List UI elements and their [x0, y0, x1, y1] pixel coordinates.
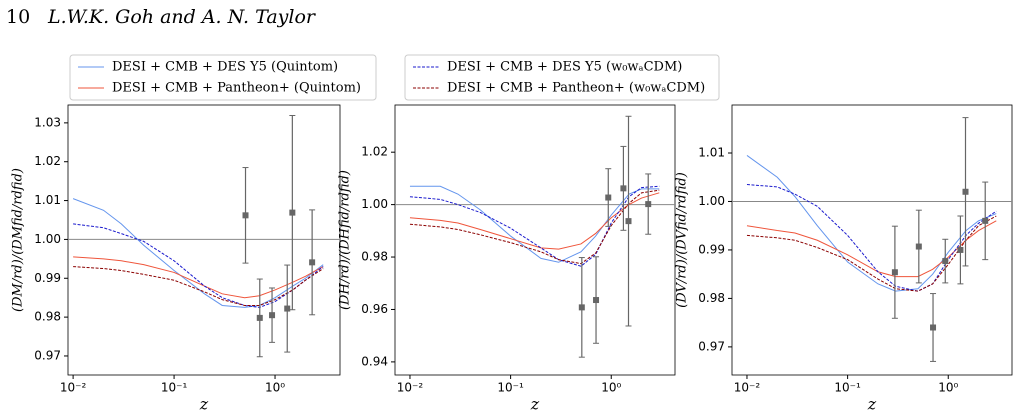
legend-label: DESI + CMB + DES Y5 (w₀wₐCDM): [447, 60, 682, 75]
y-axis-label: (DH/rd)/(DHfid/rdfid): [338, 170, 353, 310]
y-tick-label: 1.03: [34, 115, 61, 129]
data-point: [625, 218, 632, 225]
data-point: [645, 201, 652, 208]
x-tick-label: 10⁻¹: [497, 381, 524, 395]
data-point: [605, 194, 612, 201]
data-point: [942, 258, 949, 265]
model-curve: [72, 198, 324, 308]
y-tick-label: 0.96: [361, 302, 388, 316]
y-axis-label: (DV/rd)/(DVfid/rdfid): [675, 172, 690, 308]
x-tick-label: 10⁻²: [60, 381, 87, 395]
y-tick-label: 0.94: [361, 354, 388, 368]
data-point: [256, 314, 263, 321]
data-point: [242, 212, 249, 219]
data-point: [962, 188, 969, 195]
x-axis-label: z: [530, 395, 540, 412]
y-axis-label: (DM/rd)/(DMfid/rdfid): [11, 168, 26, 312]
model-curve: [73, 266, 324, 306]
y-tick-label: 0.98: [698, 291, 725, 305]
x-tick-label: 10⁻¹: [834, 381, 861, 395]
y-tick-label: 0.97: [34, 348, 61, 362]
x-tick-label: 10⁰: [601, 381, 621, 395]
y-tick-label: 1.01: [34, 193, 61, 207]
y-tick-label: 1.00: [361, 197, 388, 211]
legend-box: [69, 54, 377, 101]
model-curve: [746, 155, 997, 292]
model-curve: [73, 223, 324, 308]
data-point: [915, 243, 922, 250]
data-point: [578, 304, 585, 311]
legend-label: DESI + CMB + DES Y5 (Quintom): [112, 60, 338, 75]
plot-frame: [67, 104, 341, 376]
data-point: [289, 209, 296, 216]
model-curve: [409, 185, 660, 263]
y-tick-label: 0.98: [34, 310, 61, 324]
x-axis-label: z: [199, 395, 209, 412]
data-point: [891, 269, 898, 276]
x-tick-label: 10⁻¹: [161, 381, 188, 395]
plot-frame: [731, 104, 1013, 376]
y-tick-label: 0.97: [698, 339, 725, 353]
legend-label: DESI + CMB + Pantheon+ (Quintom): [112, 81, 361, 96]
y-tick-label: 1.00: [34, 232, 61, 246]
data-point: [957, 246, 964, 253]
x-axis-label: z: [867, 395, 877, 412]
data-point: [930, 324, 937, 331]
data-point: [269, 312, 276, 319]
data-point: [620, 185, 627, 192]
y-tick-label: 0.98: [361, 250, 388, 264]
data-point: [284, 305, 291, 312]
y-tick-label: 1.00: [698, 194, 725, 208]
x-tick-label: 10⁻²: [734, 381, 761, 395]
x-tick-label: 10⁰: [265, 381, 285, 395]
x-tick-label: 10⁻²: [397, 381, 424, 395]
y-tick-label: 1.01: [698, 145, 725, 159]
model-curve: [73, 256, 324, 299]
x-tick-label: 10⁰: [938, 381, 958, 395]
legend-box: [404, 54, 720, 101]
page-number: 10: [6, 6, 30, 28]
y-tick-label: 0.99: [698, 242, 725, 256]
y-tick-label: 0.99: [34, 271, 61, 285]
plot-frame: [394, 104, 676, 376]
authors: L.W.K. Goh and A. N. Taylor: [47, 6, 317, 28]
y-tick-label: 1.02: [34, 154, 61, 168]
legend-label: DESI + CMB + Pantheon+ (w₀wₐCDM): [447, 81, 705, 96]
y-tick-label: 1.02: [361, 145, 388, 159]
data-point: [593, 297, 600, 304]
data-point: [309, 259, 316, 266]
data-point: [982, 217, 989, 224]
